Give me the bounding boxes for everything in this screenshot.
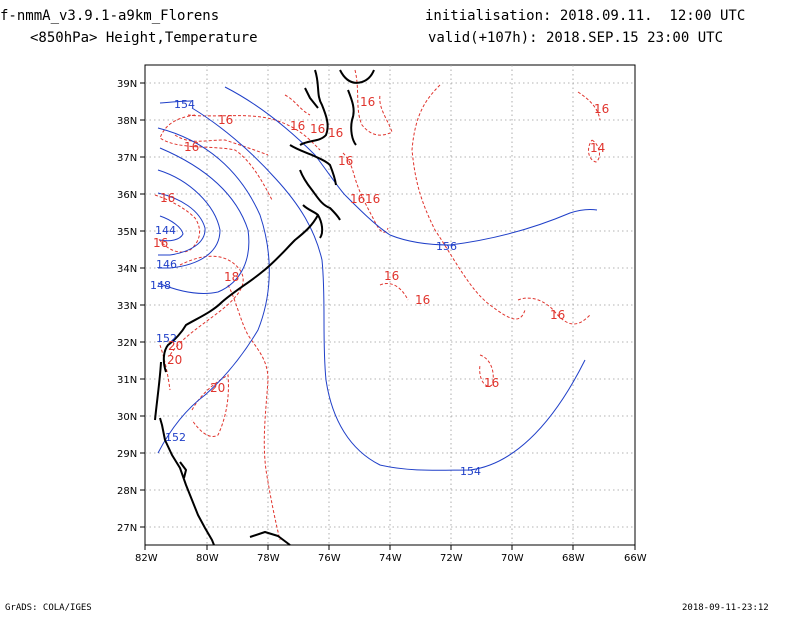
lon-tick-label: 74W (379, 553, 402, 564)
temperature-contour-label: 20 (168, 339, 183, 353)
initialisation-time: initialisation: 2018.09.11. 12:00 UTC (425, 8, 746, 24)
coastline (154, 69, 375, 546)
height-contour-label: 154 (174, 98, 195, 111)
lat-tick-label: 37N (117, 153, 137, 164)
temperature-contour-label: 16 (360, 95, 375, 109)
temperature-contour-label: 16 (550, 308, 565, 322)
height-contours (157, 86, 598, 471)
lat-tick-label: 27N (117, 523, 137, 534)
temperature-contour-label: 16 (384, 269, 399, 283)
temperature-contour-label: 18 (224, 270, 239, 284)
height-contour-label: 152 (156, 332, 177, 345)
longitude-labels: 82W 80W 78W 76W 74W 72W 70W 68W 66W (135, 553, 647, 564)
lat-tick-label: 39N (117, 79, 137, 90)
lon-tick-label: 70W (501, 553, 524, 564)
temperature-contour-label: 16 (290, 119, 305, 133)
temperature-contour-label: 20 (167, 353, 182, 367)
lon-tick-label: 78W (257, 553, 280, 564)
temperature-contour-label: 16 (350, 192, 365, 206)
temperature-contour-label: 16 (365, 192, 380, 206)
lat-tick-label: 36N (117, 190, 137, 201)
height-contour-label: 148 (150, 279, 171, 292)
temperature-contour-label: 16 (415, 293, 430, 307)
lat-tick-label: 35N (117, 227, 137, 238)
latitude-labels: 27N 28N 29N 30N 31N 32N 33N 34N 35N 36N … (117, 79, 137, 534)
temperature-contour-label: 16 (218, 113, 233, 127)
temperature-contour-label: 16 (328, 126, 343, 140)
height-contour-label: 152 (165, 431, 186, 444)
temperature-contours (154, 69, 601, 541)
height-contour-label: 146 (156, 258, 177, 271)
height-contour-labels: 154 156 154 152 152 148 146 144 (150, 98, 481, 478)
tick-marks (140, 82, 636, 550)
lat-tick-label: 31N (117, 375, 137, 386)
lat-tick-label: 30N (117, 412, 137, 423)
lat-tick-label: 38N (117, 116, 137, 127)
temperature-contour-label: 20 (210, 381, 225, 395)
generation-timestamp: 2018-09-11-23:12 (682, 603, 769, 613)
model-name-title: f-nmmA_v3.9.1-a9km_Florens (0, 8, 220, 24)
software-credit: GrADS: COLA/IGES (5, 603, 92, 613)
lon-tick-label: 76W (318, 553, 341, 564)
lat-tick-label: 34N (117, 264, 137, 275)
lon-tick-label: 68W (562, 553, 585, 564)
lon-tick-label: 80W (196, 553, 219, 564)
lon-tick-label: 72W (440, 553, 463, 564)
temperature-contour-label: 16 (184, 140, 199, 154)
temperature-contour-label: 16 (338, 154, 353, 168)
temperature-contour-label: 16 (594, 102, 609, 116)
temperature-contour-label: 16 (153, 236, 168, 250)
lat-tick-label: 32N (117, 338, 137, 349)
valid-time: valid(+107h): 2018.SEP.15 23:00 UTC (428, 30, 724, 46)
temperature-contour-labels: 16 16 16 16 16 16 16 16 16 16 16 16 16 1… (153, 95, 609, 395)
variable-title: <850hPa> Height,Temperature (30, 30, 258, 46)
lat-tick-label: 33N (117, 301, 137, 312)
height-contour-label: 156 (436, 240, 457, 253)
lon-tick-label: 82W (135, 553, 158, 564)
temperature-contour-label: 16 (160, 191, 175, 205)
lon-tick-label: 66W (624, 553, 647, 564)
lat-tick-label: 29N (117, 449, 137, 460)
temperature-contour-label: 14 (590, 141, 605, 155)
height-contour-label: 144 (155, 224, 176, 237)
height-contour-label: 154 (460, 465, 481, 478)
temperature-contour-label: 16 (484, 376, 499, 390)
lat-tick-label: 28N (117, 486, 137, 497)
temperature-contour-label: 16 (310, 122, 325, 136)
